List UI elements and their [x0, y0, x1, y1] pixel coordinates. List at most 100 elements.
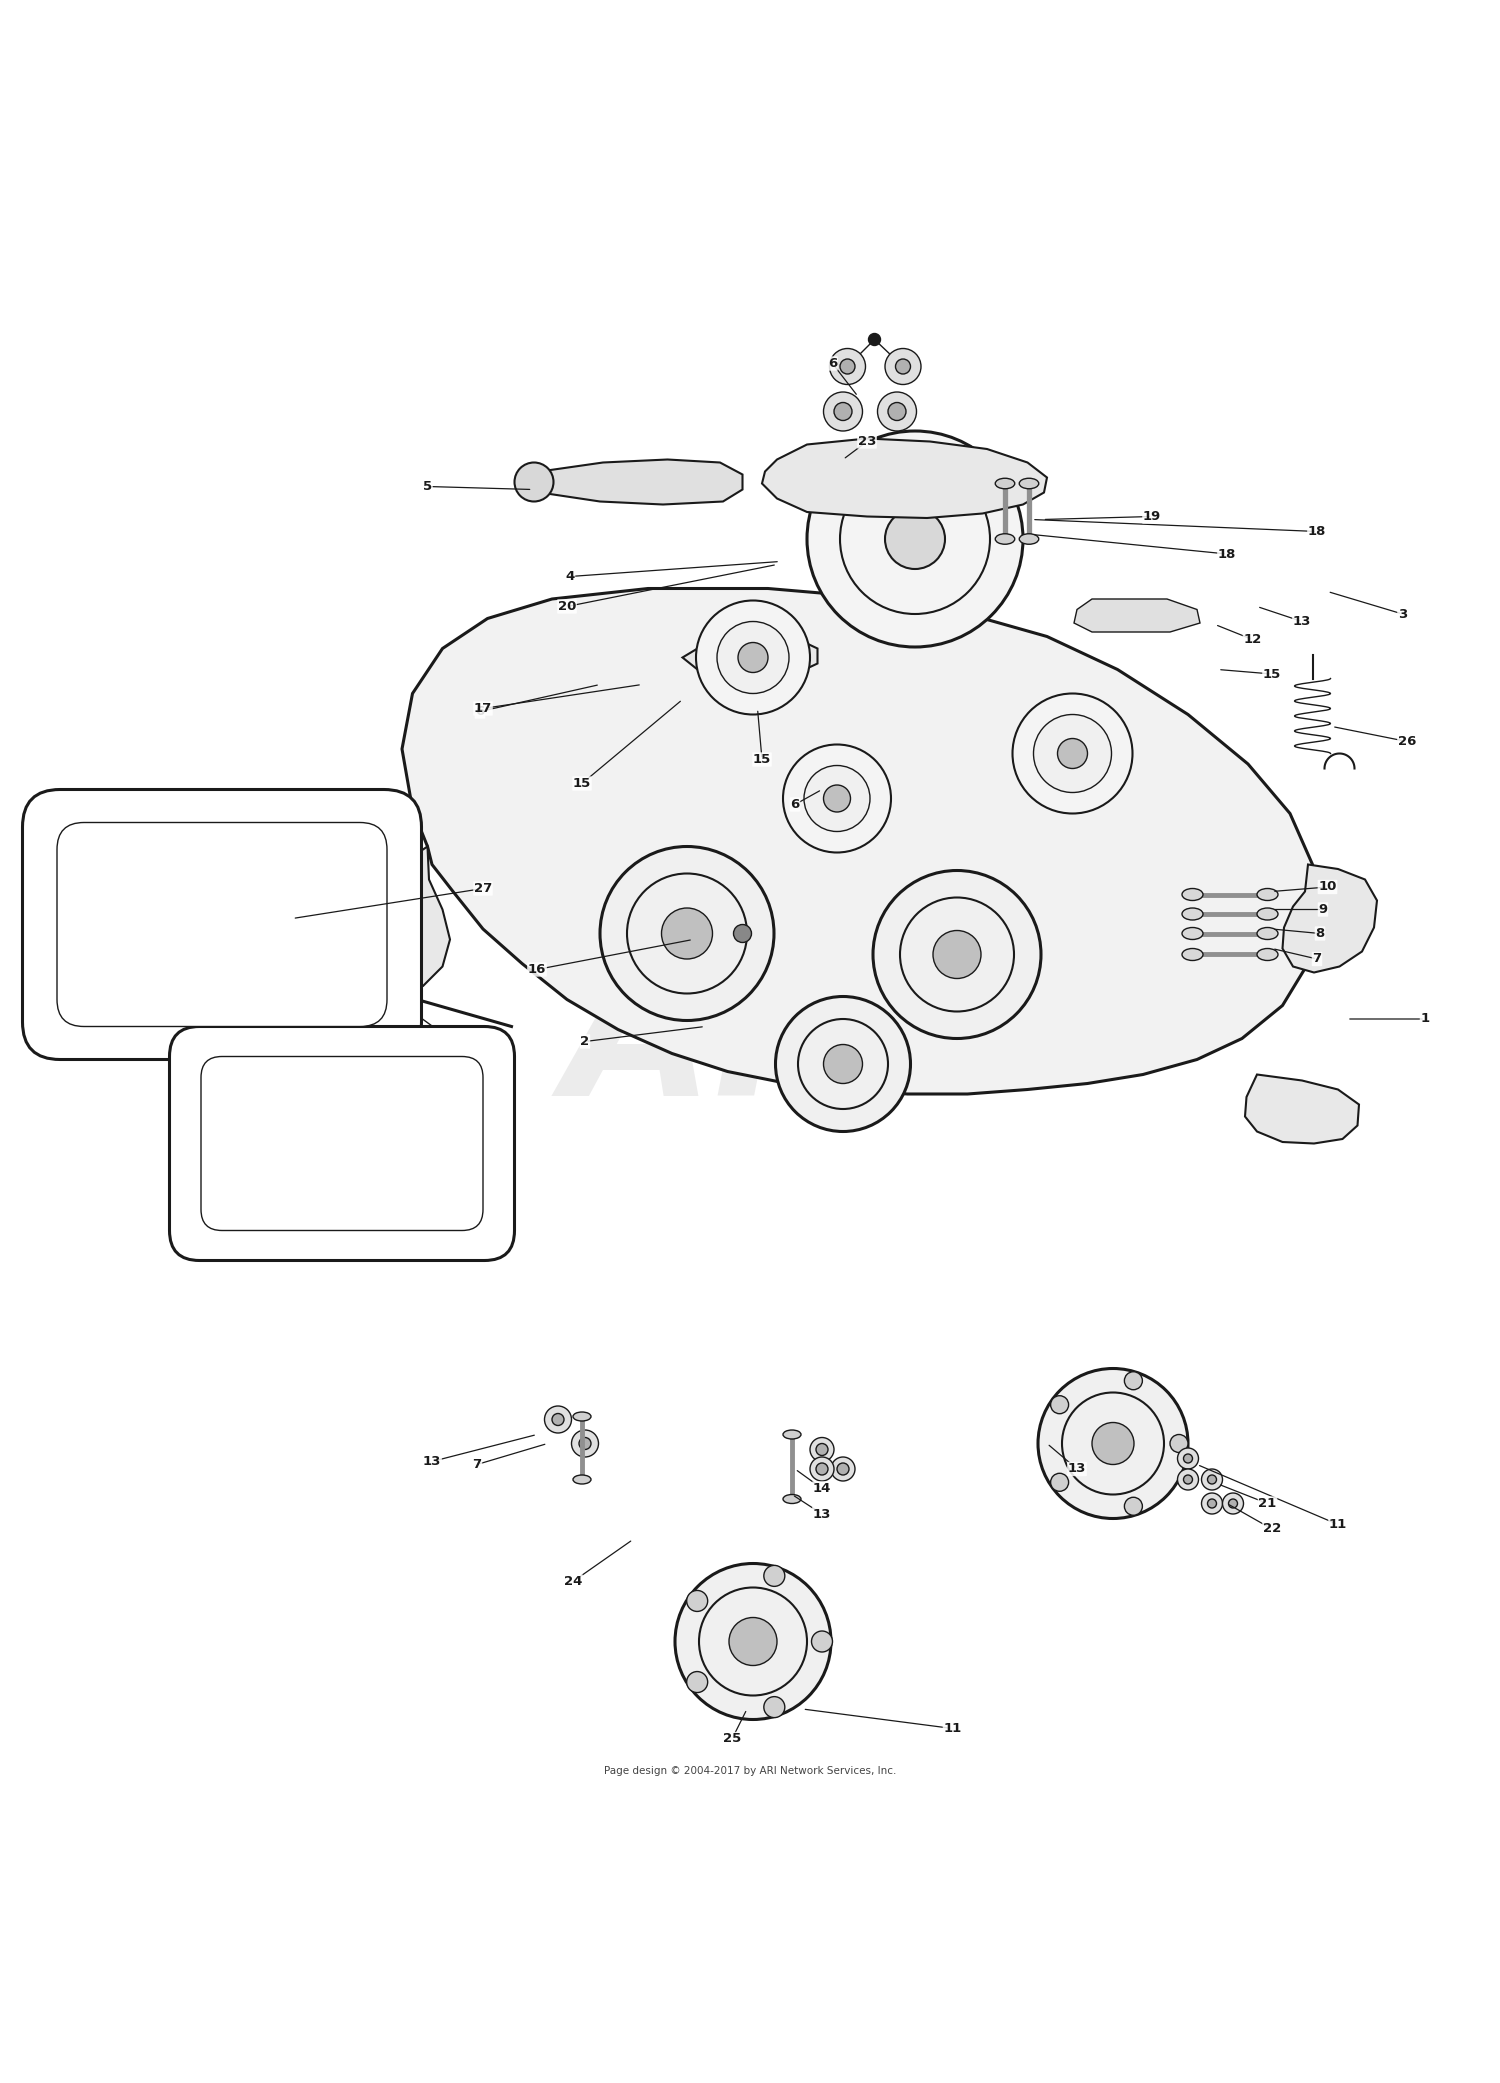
- Circle shape: [840, 358, 855, 375]
- FancyBboxPatch shape: [201, 1056, 483, 1231]
- Circle shape: [572, 1431, 598, 1456]
- Ellipse shape: [1257, 948, 1278, 960]
- Circle shape: [812, 1631, 832, 1652]
- Circle shape: [816, 1444, 828, 1456]
- Circle shape: [840, 465, 990, 614]
- Circle shape: [1050, 1473, 1068, 1491]
- Circle shape: [810, 1456, 834, 1481]
- Ellipse shape: [1257, 908, 1278, 921]
- Circle shape: [834, 402, 852, 421]
- Circle shape: [552, 1414, 564, 1425]
- Text: 21: 21: [1258, 1498, 1276, 1510]
- Circle shape: [885, 348, 921, 385]
- Text: 4: 4: [566, 571, 574, 583]
- Ellipse shape: [1257, 889, 1278, 900]
- Text: ARI: ARI: [564, 948, 936, 1135]
- FancyBboxPatch shape: [57, 823, 387, 1027]
- Polygon shape: [342, 846, 450, 994]
- Text: 10: 10: [1318, 881, 1336, 894]
- Circle shape: [1013, 694, 1132, 814]
- Ellipse shape: [1182, 908, 1203, 921]
- Ellipse shape: [573, 1475, 591, 1483]
- Text: 17: 17: [474, 702, 492, 714]
- Ellipse shape: [783, 1431, 801, 1439]
- Text: 7: 7: [472, 1458, 482, 1471]
- Polygon shape: [1074, 600, 1200, 631]
- Circle shape: [687, 1591, 708, 1612]
- Circle shape: [837, 1462, 849, 1475]
- Circle shape: [1208, 1500, 1216, 1508]
- Polygon shape: [402, 589, 1317, 1094]
- Text: 27: 27: [474, 881, 492, 896]
- Circle shape: [824, 785, 850, 812]
- Circle shape: [1034, 714, 1112, 792]
- Circle shape: [1125, 1373, 1143, 1389]
- Circle shape: [896, 358, 910, 375]
- Text: 12: 12: [1244, 633, 1262, 646]
- Circle shape: [783, 744, 891, 852]
- Circle shape: [1202, 1494, 1222, 1514]
- Circle shape: [734, 925, 752, 942]
- Polygon shape: [762, 440, 1047, 519]
- Circle shape: [885, 508, 945, 569]
- Text: 16: 16: [528, 962, 546, 977]
- Text: 13: 13: [1068, 1462, 1086, 1475]
- Circle shape: [1125, 1498, 1143, 1514]
- Text: 13: 13: [813, 1508, 831, 1521]
- Polygon shape: [1245, 1075, 1359, 1144]
- Text: 25: 25: [723, 1733, 741, 1746]
- Ellipse shape: [1182, 927, 1203, 939]
- Text: 20: 20: [558, 600, 576, 612]
- Ellipse shape: [1020, 533, 1038, 544]
- Circle shape: [1178, 1448, 1198, 1469]
- Circle shape: [1208, 1475, 1216, 1483]
- Circle shape: [675, 1564, 831, 1718]
- Circle shape: [1178, 1469, 1198, 1489]
- Circle shape: [1222, 1494, 1244, 1514]
- Circle shape: [1092, 1423, 1134, 1464]
- Text: 9: 9: [1318, 904, 1328, 917]
- Circle shape: [873, 871, 1041, 1039]
- Text: 8: 8: [1316, 927, 1324, 939]
- Ellipse shape: [1257, 927, 1278, 939]
- Circle shape: [900, 898, 1014, 1012]
- Circle shape: [579, 1437, 591, 1450]
- Text: 1: 1: [1420, 1012, 1430, 1025]
- Text: 6: 6: [476, 704, 484, 719]
- Circle shape: [699, 1587, 807, 1696]
- Circle shape: [824, 1044, 862, 1083]
- Circle shape: [717, 621, 789, 694]
- FancyBboxPatch shape: [22, 789, 422, 1060]
- Circle shape: [1170, 1435, 1188, 1452]
- Text: 6: 6: [828, 356, 837, 371]
- Circle shape: [810, 1437, 834, 1462]
- Circle shape: [830, 348, 866, 385]
- Ellipse shape: [1020, 479, 1038, 490]
- Circle shape: [1228, 1500, 1238, 1508]
- Polygon shape: [525, 460, 742, 504]
- Circle shape: [804, 764, 870, 831]
- Circle shape: [816, 1462, 828, 1475]
- Circle shape: [776, 996, 910, 1131]
- Circle shape: [687, 1671, 708, 1693]
- Circle shape: [600, 846, 774, 1021]
- Circle shape: [831, 1456, 855, 1481]
- Circle shape: [933, 931, 981, 979]
- Ellipse shape: [1182, 889, 1203, 900]
- Text: 22: 22: [1263, 1523, 1281, 1535]
- Circle shape: [1038, 1369, 1188, 1519]
- FancyBboxPatch shape: [170, 1027, 514, 1260]
- Circle shape: [1202, 1469, 1222, 1489]
- Circle shape: [888, 402, 906, 421]
- Circle shape: [729, 1618, 777, 1666]
- Text: 23: 23: [858, 435, 876, 448]
- Circle shape: [878, 392, 916, 431]
- Circle shape: [1184, 1454, 1192, 1462]
- Text: 26: 26: [1398, 735, 1416, 748]
- Text: 11: 11: [1329, 1519, 1347, 1531]
- Circle shape: [1062, 1394, 1164, 1494]
- Circle shape: [514, 462, 554, 502]
- Circle shape: [627, 873, 747, 994]
- Circle shape: [738, 642, 768, 673]
- Text: Page design © 2004-2017 by ARI Network Services, Inc.: Page design © 2004-2017 by ARI Network S…: [604, 1766, 896, 1775]
